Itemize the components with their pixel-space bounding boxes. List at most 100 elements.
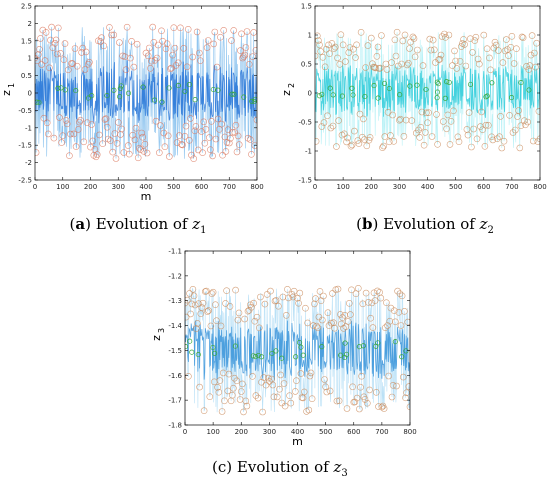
data-point <box>140 148 148 155</box>
y-tick-label: 0.5 <box>301 61 312 69</box>
data-point <box>372 64 380 72</box>
data-point <box>184 25 192 33</box>
data-point <box>37 35 44 42</box>
y-tick-label: 0.5 <box>21 72 32 80</box>
data-point <box>324 112 331 120</box>
data-point <box>442 33 449 41</box>
data-point <box>382 324 389 331</box>
data-point <box>44 130 52 138</box>
data-point <box>208 118 215 125</box>
data-point <box>406 45 413 52</box>
data-point <box>392 318 399 326</box>
data-point <box>58 139 65 146</box>
x-tick-label: 800 <box>250 183 263 191</box>
data-point <box>331 43 339 51</box>
data-point <box>36 45 43 53</box>
data-point <box>187 338 193 344</box>
chart-panel-b: 0 100 200 300 400 500 600 700 800 -1.5 -1 -0.5 0 0.5 1… <box>280 0 550 205</box>
data-point <box>65 66 72 74</box>
data-point <box>141 140 149 148</box>
data-point <box>352 290 360 298</box>
data-point <box>495 47 502 54</box>
data-point <box>259 408 266 416</box>
data-point <box>283 312 290 319</box>
data-point <box>204 308 211 315</box>
data-point <box>249 53 256 61</box>
data-point <box>343 138 350 146</box>
y-axis-label-sub: 3 <box>157 328 166 333</box>
data-point <box>508 95 515 101</box>
y-axis-label-text: z <box>150 335 163 341</box>
data-point <box>390 138 398 145</box>
data-point <box>157 122 164 129</box>
data-point <box>178 141 185 148</box>
data-point <box>353 394 361 402</box>
data-point <box>182 122 190 130</box>
data-point <box>234 132 242 140</box>
data-point <box>346 299 353 307</box>
data-point <box>310 322 317 329</box>
data-point <box>471 37 479 44</box>
data-point <box>352 54 359 61</box>
y-tick-label: 1.5 <box>301 3 312 11</box>
data-point <box>392 339 398 345</box>
data-point <box>386 138 393 146</box>
data-point <box>315 138 320 145</box>
data-point <box>35 99 40 105</box>
data-point <box>420 141 428 149</box>
data-point <box>359 133 366 141</box>
data-point <box>339 93 345 99</box>
data-point <box>489 136 497 144</box>
y-axis-label-text: z <box>280 90 293 96</box>
data-point <box>337 352 344 358</box>
data-point <box>428 133 436 140</box>
data-point <box>48 23 55 31</box>
data-point <box>465 109 473 116</box>
data-point <box>269 381 277 389</box>
data-point <box>133 40 141 48</box>
data-point <box>156 149 163 156</box>
data-point <box>192 325 200 332</box>
data-point <box>47 36 54 44</box>
data-point <box>214 384 221 391</box>
data-point <box>342 340 348 346</box>
data-point <box>487 66 494 74</box>
data-point <box>319 53 327 61</box>
y-tick-label: -2.5 <box>18 177 32 185</box>
data-point <box>154 41 162 49</box>
data-point <box>248 151 255 158</box>
data-point <box>335 397 343 405</box>
data-point <box>107 137 114 144</box>
data-point <box>226 303 234 310</box>
data-point <box>344 134 351 142</box>
series-fill-line <box>35 27 257 159</box>
chart-a-svg: 0 100 200 300 400 500 600 700 800 -2.5 -2 -1.5 -1 -0.… <box>0 3 264 204</box>
data-point <box>304 319 311 327</box>
data-point <box>380 142 387 150</box>
data-point <box>374 43 382 51</box>
data-point <box>207 322 215 330</box>
data-point <box>254 394 262 402</box>
y-tick-label: -0.5 <box>18 107 32 115</box>
data-point <box>349 85 355 91</box>
data-point <box>158 27 165 35</box>
data-point <box>370 289 378 297</box>
data-point <box>224 387 232 395</box>
data-point <box>152 97 158 103</box>
data-point <box>468 143 475 151</box>
data-point <box>125 90 132 96</box>
data-point <box>130 63 138 71</box>
data-point <box>53 50 61 58</box>
data-point <box>365 136 373 144</box>
data-point <box>456 57 464 65</box>
data-point <box>341 130 348 138</box>
data-point <box>89 137 96 145</box>
data-point <box>295 299 302 307</box>
data-point <box>77 116 84 124</box>
data-point <box>312 295 319 302</box>
data-point <box>518 33 526 41</box>
data-point <box>324 309 332 316</box>
data-point <box>484 93 490 99</box>
data-point <box>241 94 247 100</box>
data-point <box>425 109 432 116</box>
